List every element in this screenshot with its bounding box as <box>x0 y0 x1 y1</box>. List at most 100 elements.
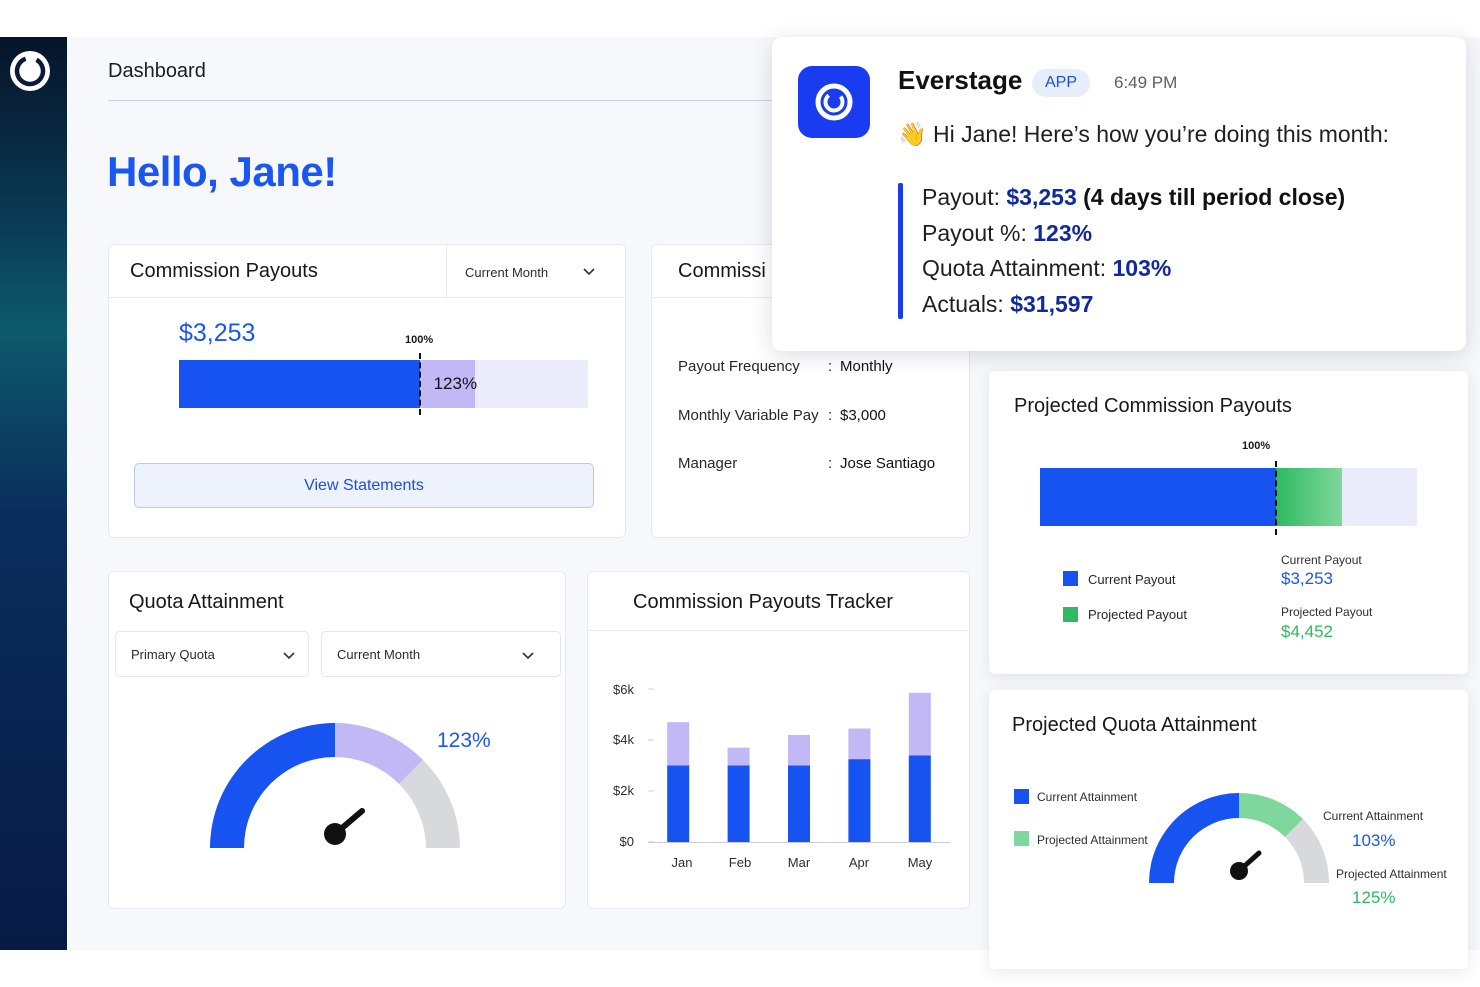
bar-feb-series-1[interactable] <box>727 747 750 766</box>
x-tick-label: Feb <box>728 855 752 870</box>
projected-payout-caption: Projected Payout <box>1281 605 1373 619</box>
slack-notification[interactable]: Everstage APP 6:49 PM 👋 Hi Jane! Here’s … <box>772 37 1466 351</box>
projected-attainment-caption: Projected Attainment <box>1336 867 1447 881</box>
quota-attainment-line: Quota Attainment: 103% <box>922 255 1171 282</box>
quota-dropdown-label: Primary Quota <box>131 647 215 662</box>
projected-payout-legend-swatch <box>1063 607 1078 622</box>
target-marker <box>418 353 421 415</box>
target-percent-label: 100% <box>405 334 434 346</box>
legend-label: Current Payout <box>1088 572 1176 587</box>
current-payout-value: $3,253 <box>1281 569 1333 588</box>
y-tick-label: $0 <box>619 834 634 849</box>
projected-payout-fill <box>1275 468 1342 526</box>
y-tick-label: $6k <box>613 682 634 697</box>
gauge-arc-remaining <box>399 760 460 848</box>
info-value: $3,000 <box>840 407 886 424</box>
chevron-down-icon <box>283 652 295 660</box>
actuals-line: Actuals: $31,597 <box>922 291 1093 318</box>
everstage-app-icon <box>798 66 870 138</box>
card-header-divider <box>109 297 625 298</box>
projected-quota-gauge <box>1149 792 1330 883</box>
projected-payouts-card: Projected Commission Payouts 100% Curren… <box>989 371 1468 674</box>
current-payout-fill <box>1040 468 1276 526</box>
bar-apr-series-1[interactable] <box>848 728 871 760</box>
payout-overachievement-fill <box>419 360 475 408</box>
gauge-arc-remaining <box>1285 819 1330 883</box>
gauge-arc-current <box>210 723 335 848</box>
x-tick-label: Apr <box>848 855 870 870</box>
current-attainment-caption: Current Attainment <box>1323 809 1424 823</box>
monthly-variable-pay-row: Monthly Variable Pay : $3,000 <box>678 407 886 424</box>
quota-attainment-card: Quota Attainment Primary Quota Current M… <box>108 571 566 909</box>
chevron-down-icon <box>583 268 595 276</box>
quota-percent-label: 123% <box>437 729 491 752</box>
info-label: Monthly Variable Pay <box>678 407 819 424</box>
bar-apr-series-0[interactable] <box>848 759 871 842</box>
quota-gauge <box>210 723 460 848</box>
page-title: Dashboard <box>108 60 206 82</box>
current-payout-caption: Current Payout <box>1281 553 1362 567</box>
header-separator <box>446 245 447 297</box>
payout-percent-label: Payout %: <box>922 220 1027 246</box>
bar-may-series-0[interactable] <box>908 755 931 842</box>
payout-progress-bar: 123% <box>179 360 588 408</box>
info-colon: : <box>828 407 833 424</box>
payout-percent-label: 123% <box>433 374 478 393</box>
everstage-logo-icon[interactable] <box>10 51 50 91</box>
current-attainment-value: 103% <box>1352 831 1396 850</box>
bar-mar-series-1[interactable] <box>788 734 810 766</box>
quota-attainment-value: 103% <box>1112 255 1172 281</box>
target-marker <box>1274 461 1277 535</box>
payout-line: Payout: $3,253 (4 days till period close… <box>922 184 1345 211</box>
quota-period-dropdown-label: Current Month <box>337 647 421 662</box>
sidebar <box>0 37 67 950</box>
bar-feb-series-0[interactable] <box>727 765 750 843</box>
bar-jan-series-0[interactable] <box>667 765 690 843</box>
info-value: Monthly <box>840 358 893 375</box>
quota-period-dropdown[interactable]: Current Month <box>321 631 561 677</box>
info-value: Jose Santiago <box>840 455 936 472</box>
greeting-heading: Hello, Jane! <box>107 148 337 195</box>
quota-dropdown[interactable]: Primary Quota <box>115 631 309 677</box>
legend-label: Projected Attainment <box>1037 833 1148 847</box>
view-statements-button[interactable]: View Statements <box>134 463 594 508</box>
payout-note: (4 days till period close) <box>1083 184 1346 210</box>
bar-jan-series-1[interactable] <box>667 722 690 766</box>
tracker-title: Commission Payouts Tracker <box>633 591 894 613</box>
projected-quota-title: Projected Quota Attainment <box>1012 714 1257 736</box>
payout-frequency-row: Payout Frequency : Monthly <box>678 358 893 375</box>
quota-attainment-label: Quota Attainment: <box>922 255 1107 281</box>
payout-percent-line: Payout %: 123% <box>922 220 1092 247</box>
actuals-label: Actuals: <box>922 291 1004 317</box>
bar-mar-series-0[interactable] <box>788 765 810 843</box>
header-divider <box>108 100 808 101</box>
legend-label: Projected Payout <box>1088 607 1188 622</box>
x-tick-label: Jan <box>671 855 693 870</box>
y-tick-label: $2k <box>613 783 634 798</box>
payout-amount: $3,253 <box>179 319 256 347</box>
chevron-down-icon <box>522 652 534 660</box>
payout-percent-value: 123% <box>1033 220 1093 246</box>
commission-payouts-card: Commission Payouts Current Month $3,253 … <box>108 244 626 538</box>
payouts-tracker-card: Commission Payouts Tracker $6k $4k $2k $… <box>587 571 970 909</box>
quota-attainment-title: Quota Attainment <box>129 591 284 613</box>
current-attainment-legend-swatch <box>1014 789 1029 804</box>
period-dropdown[interactable]: Current Month <box>447 245 626 297</box>
current-payout-legend-swatch <box>1063 571 1078 586</box>
notification-greeting: 👋 Hi Jane! Here’s how you’re doing this … <box>898 121 1390 147</box>
info-label: Payout Frequency <box>678 358 800 375</box>
projected-quota-card: Projected Quota Attainment Current Attai… <box>989 690 1468 969</box>
commission-payouts-title: Commission Payouts <box>130 260 318 282</box>
legend-label: Current Attainment <box>1037 790 1138 804</box>
tracker-bar-chart <box>648 688 950 843</box>
gauge-needle-hub <box>1230 862 1248 880</box>
projected-progress-bar <box>1040 468 1417 526</box>
period-dropdown-label: Current Month <box>465 265 549 280</box>
gauge-arc-projected <box>1239 792 1303 837</box>
bar-may-series-1[interactable] <box>908 692 931 756</box>
actuals-value: $31,597 <box>1010 291 1094 317</box>
y-tick-label: $4k <box>613 732 634 747</box>
card-header-divider <box>588 630 969 631</box>
payout-label: Payout: <box>922 184 1000 210</box>
projected-payouts-title: Projected Commission Payouts <box>1014 395 1292 417</box>
